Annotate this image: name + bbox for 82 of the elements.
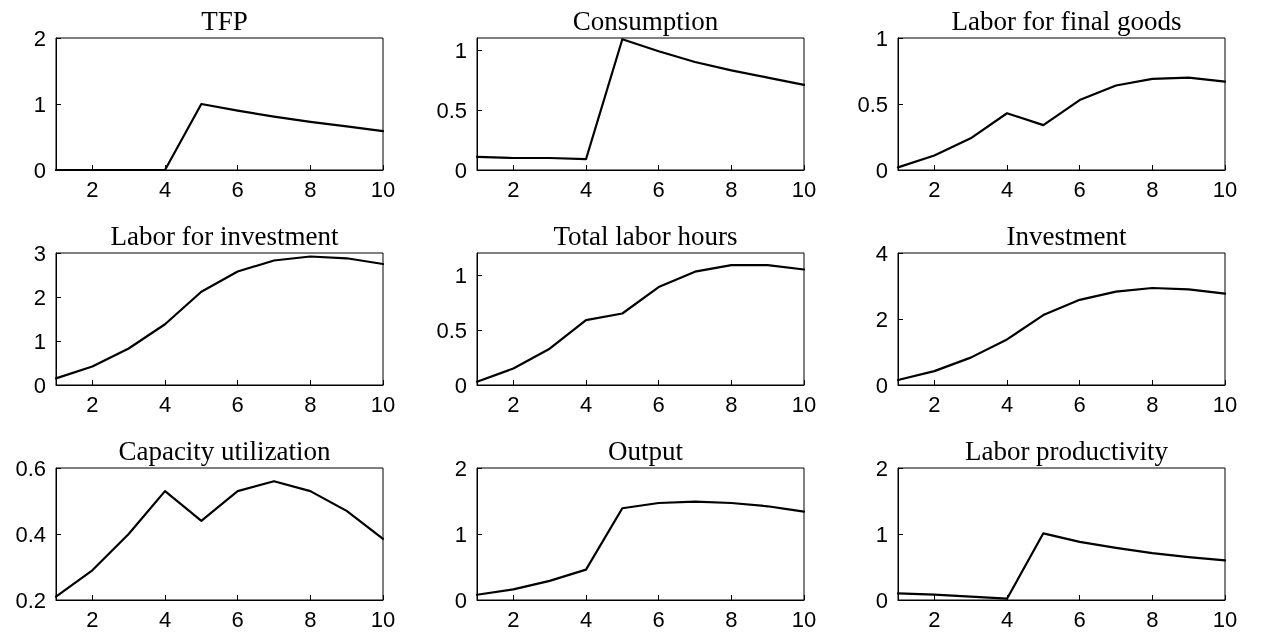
y-tick-label: 1 — [454, 37, 467, 63]
y-tick-label: 0.4 — [15, 521, 46, 547]
x-tick-label: 10 — [370, 606, 396, 632]
x-tick-label: 8 — [304, 391, 317, 417]
y-tick-label: 1 — [33, 91, 46, 117]
y-tick-label: 0 — [454, 372, 467, 398]
x-tick-label: 2 — [928, 176, 941, 202]
y-tick-label: 0.5 — [436, 317, 467, 343]
chart-title: Labor productivity — [964, 435, 1169, 466]
x-tick-label: 6 — [652, 176, 665, 202]
x-tick-label: 2 — [928, 391, 941, 417]
x-tick-label: 8 — [725, 176, 738, 202]
x-tick-label: 10 — [791, 606, 817, 632]
y-tick-label: 1 — [875, 25, 888, 51]
y-tick-label: 1 — [454, 521, 467, 547]
x-tick-label: 2 — [928, 606, 941, 632]
chart-title: Labor for investment — [110, 220, 339, 251]
x-tick-label: 4 — [579, 391, 593, 417]
x-tick-label: 6 — [231, 391, 244, 417]
x-tick-label: 4 — [158, 176, 172, 202]
x-tick-label: 4 — [1000, 391, 1014, 417]
x-tick-label: 8 — [725, 391, 738, 417]
y-tick-label: 0.5 — [436, 97, 467, 123]
y-tick-label: 3 — [33, 240, 46, 266]
x-tick-label: 4 — [1000, 606, 1014, 632]
x-tick-label: 4 — [579, 176, 593, 202]
y-tick-label: 2 — [33, 25, 46, 51]
y-tick-label: 1 — [875, 521, 888, 547]
x-tick-label: 8 — [304, 176, 317, 202]
x-tick-label: 2 — [507, 606, 520, 632]
y-tick-label: 0 — [33, 372, 46, 398]
y-tick-label: 0.5 — [857, 91, 888, 117]
chart-title: Capacity utilization — [118, 435, 332, 466]
x-tick-label: 10 — [370, 176, 396, 202]
x-tick-label: 2 — [86, 176, 99, 202]
y-tick-label: 2 — [875, 306, 888, 332]
chart-title: Output — [607, 435, 684, 466]
x-tick-label: 8 — [1146, 176, 1159, 202]
x-tick-label: 6 — [1073, 176, 1086, 202]
x-tick-label: 4 — [579, 606, 593, 632]
y-tick-label: 2 — [454, 455, 467, 481]
chart-title: Labor for final goods — [951, 5, 1182, 36]
x-tick-label: 10 — [791, 176, 817, 202]
x-tick-label: 8 — [1146, 606, 1159, 632]
x-tick-label: 10 — [1212, 391, 1238, 417]
y-tick-label: 2 — [875, 455, 888, 481]
y-tick-label: 1 — [454, 262, 467, 288]
x-tick-label: 2 — [86, 606, 99, 632]
x-tick-label: 6 — [652, 391, 665, 417]
x-tick-label: 10 — [1212, 606, 1238, 632]
x-tick-label: 10 — [1212, 176, 1238, 202]
x-tick-label: 6 — [1073, 391, 1086, 417]
x-tick-label: 2 — [507, 176, 520, 202]
y-tick-label: 4 — [875, 240, 888, 266]
x-tick-label: 4 — [158, 606, 172, 632]
y-tick-label: 0.2 — [15, 587, 46, 613]
x-tick-label: 6 — [652, 606, 665, 632]
x-tick-label: 6 — [1073, 606, 1086, 632]
x-tick-label: 2 — [507, 391, 520, 417]
y-tick-label: 1 — [33, 328, 46, 354]
y-tick-label: 0 — [875, 587, 888, 613]
x-tick-label: 6 — [231, 606, 244, 632]
chart-title: TFP — [201, 5, 248, 36]
y-tick-label: 0 — [454, 157, 467, 183]
y-tick-label: 0 — [875, 372, 888, 398]
x-tick-label: 10 — [370, 391, 396, 417]
chart-title: Total labor hours — [553, 220, 738, 251]
x-tick-label: 2 — [86, 391, 99, 417]
x-tick-label: 10 — [791, 391, 817, 417]
y-tick-label: 2 — [33, 284, 46, 310]
x-tick-label: 4 — [158, 391, 172, 417]
x-tick-label: 8 — [725, 606, 738, 632]
chart-title: Consumption — [572, 5, 719, 36]
y-tick-label: 0 — [875, 157, 888, 183]
y-tick-label: 0.6 — [15, 455, 46, 481]
chart-title: Investment — [1006, 220, 1127, 251]
y-tick-label: 0 — [33, 157, 46, 183]
x-tick-label: 8 — [304, 606, 317, 632]
x-tick-label: 6 — [231, 176, 244, 202]
x-tick-label: 4 — [1000, 176, 1014, 202]
x-tick-label: 8 — [1146, 391, 1159, 417]
y-tick-label: 0 — [454, 587, 467, 613]
